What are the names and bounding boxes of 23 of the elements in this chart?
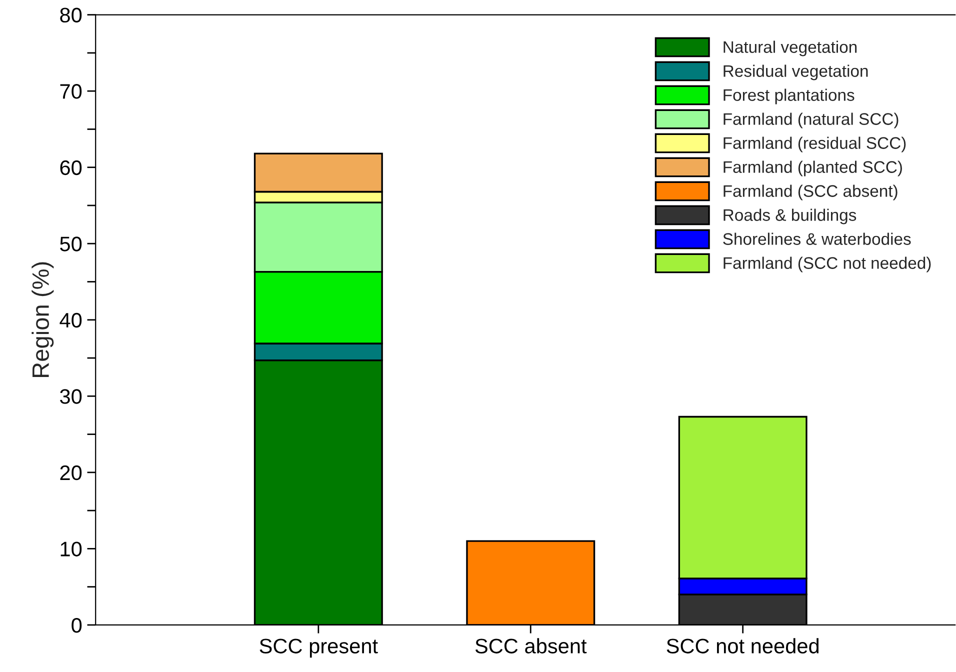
y-tick-label: 80 xyxy=(60,8,82,23)
legend-label: Forest plantations xyxy=(724,88,854,104)
y-tick-label: 0 xyxy=(72,618,82,633)
y-tick-label: 60 xyxy=(60,160,82,176)
x-tick-label: SCC present xyxy=(260,638,378,658)
legend-label: Farmland (natural SCC) xyxy=(724,112,898,128)
y-tick-label: 40 xyxy=(60,312,82,328)
legend-label: Farmland (SCC not needed) xyxy=(724,256,931,272)
legend-label: Residual vegetation xyxy=(724,64,868,80)
legend-label: Farmland (planted SCC) xyxy=(724,160,902,176)
x-tick-label: SCC not needed xyxy=(666,638,819,654)
y-tick-label: 20 xyxy=(60,465,82,480)
y-tick-label: 30 xyxy=(60,389,82,404)
y-tick-label: 50 xyxy=(60,236,82,252)
legend-label: Roads & buildings xyxy=(724,208,856,224)
y-tick-label: 10 xyxy=(60,542,82,556)
legend-label: Shorelines & waterbodies xyxy=(723,232,911,245)
legend-label: Natural vegetation xyxy=(724,40,857,56)
legend-label: Farmland (residual SCC) xyxy=(724,136,906,152)
legend-label: Farmland (SCC absent) xyxy=(724,184,898,200)
x-tick-label: SCC absent xyxy=(475,638,587,654)
y-axis-title: Region (%) xyxy=(32,262,54,377)
y-tick-label: 70 xyxy=(60,84,82,99)
